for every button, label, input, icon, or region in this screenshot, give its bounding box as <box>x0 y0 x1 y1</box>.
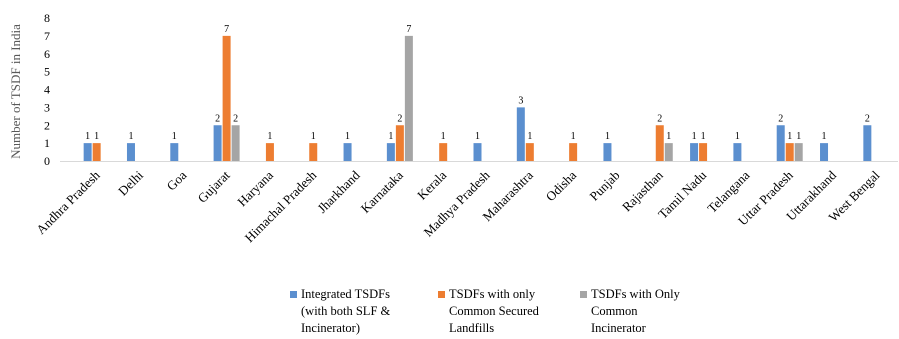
y-tick-label: 4 <box>44 83 50 97</box>
y-tick-label: 7 <box>44 29 50 43</box>
data-label: 1 <box>172 131 177 142</box>
bar-integrated <box>603 143 612 161</box>
data-label: 7 <box>406 24 411 35</box>
legend-label-incinerator: TSDFs with Only Common Incinerator <box>591 287 680 335</box>
data-label: 2 <box>778 113 783 124</box>
data-label: 1 <box>701 131 706 142</box>
data-label: 3 <box>518 95 523 106</box>
legend-item-landfills: TSDFs with only Common Secured Landfills <box>438 286 580 337</box>
data-label: 1 <box>692 131 697 142</box>
y-tick-label: 1 <box>44 136 50 150</box>
category-label: Delhi <box>115 167 146 198</box>
data-label: 1 <box>787 131 792 142</box>
category-label: Haryana <box>234 167 276 209</box>
legend-swatch-incinerator <box>580 291 587 298</box>
data-label: 1 <box>128 131 133 142</box>
category-label: Tamil Nadu <box>655 167 709 221</box>
bar-incinerator <box>231 125 240 161</box>
data-label: 1 <box>388 131 393 142</box>
data-label: 1 <box>345 131 350 142</box>
bar-integrated <box>776 125 785 161</box>
y-axis-ticks: 0 1 2 3 4 5 6 7 8 <box>44 11 50 168</box>
bar-integrated <box>863 125 872 161</box>
bar-landfills <box>395 125 404 161</box>
bar-integrated <box>820 143 829 161</box>
bar-landfills <box>92 143 101 161</box>
bar-integrated <box>733 143 742 161</box>
data-label: 7 <box>224 24 229 35</box>
category-label: Karnataka <box>358 167 407 216</box>
bar-integrated <box>386 143 395 161</box>
y-tick-label: 5 <box>44 65 50 79</box>
legend-label-landfills: TSDFs with only Common Secured Landfills <box>449 287 539 335</box>
data-label: 1 <box>85 131 90 142</box>
y-tick-label: 8 <box>44 11 50 25</box>
data-label: 1 <box>267 131 272 142</box>
bar-integrated <box>213 125 222 161</box>
bar-incinerator <box>664 143 673 161</box>
bar-landfills <box>265 143 274 161</box>
y-tick-label: 3 <box>44 100 50 114</box>
y-axis-label: Number of TSDF in India <box>8 24 23 159</box>
bar-landfills <box>569 143 578 161</box>
data-label: 2 <box>233 113 238 124</box>
bar-integrated <box>343 143 352 161</box>
bar-incinerator <box>794 143 803 161</box>
category-label: Odisha <box>543 167 580 204</box>
legend-label-integrated: Integrated TSDFs (with both SLF & Incine… <box>301 287 391 335</box>
data-label: 1 <box>94 131 99 142</box>
category-label: Punjab <box>586 168 622 204</box>
bar-integrated <box>516 107 525 161</box>
y-tick-label: 6 <box>44 47 50 61</box>
data-label: 1 <box>666 131 671 142</box>
data-label: 2 <box>397 113 402 124</box>
bar-integrated <box>473 143 482 161</box>
bar-landfills <box>655 125 664 161</box>
legend-swatch-integrated <box>290 291 297 298</box>
category-labels: Andhra Pradesh Delhi Goa Gujarat HaryanaHima… <box>33 167 883 245</box>
data-label: 1 <box>735 131 740 142</box>
data-label: 2 <box>657 113 662 124</box>
bar-landfills <box>439 143 448 161</box>
category-label: Gujarat <box>195 167 233 205</box>
data-label: 1 <box>796 131 801 142</box>
bar-landfills <box>525 143 534 161</box>
legend-swatch-landfills <box>438 291 445 298</box>
bar-landfills <box>222 35 231 161</box>
data-label: 2 <box>215 113 220 124</box>
data-label: 1 <box>441 131 446 142</box>
data-label: 1 <box>822 131 827 142</box>
bar-integrated <box>690 143 699 161</box>
category-label: Andhra Pradesh <box>33 167 103 237</box>
y-tick-label: 0 <box>44 154 50 168</box>
data-label: 1 <box>571 131 576 142</box>
data-label: 1 <box>527 131 532 142</box>
bar-landfills <box>699 143 708 161</box>
bar-integrated <box>126 143 135 161</box>
legend: Integrated TSDFs (with both SLF & Incine… <box>290 286 720 337</box>
y-tick-label: 2 <box>44 118 50 132</box>
category-label: Jharkhand <box>314 167 363 216</box>
data-label: 1 <box>475 131 480 142</box>
bar-landfills <box>309 143 318 161</box>
data-label: 1 <box>605 131 610 142</box>
bar-landfills <box>785 143 794 161</box>
bar-integrated <box>170 143 179 161</box>
category-label: Goa <box>163 167 189 193</box>
bar-integrated <box>83 143 92 161</box>
category-label: Kerala <box>414 167 449 202</box>
legend-item-incinerator: TSDFs with Only Common Incinerator <box>580 286 720 337</box>
data-label: 2 <box>865 113 870 124</box>
bar-incinerator <box>404 35 413 161</box>
legend-item-integrated: Integrated TSDFs (with both SLF & Incine… <box>290 286 438 337</box>
data-label: 1 <box>311 131 316 142</box>
